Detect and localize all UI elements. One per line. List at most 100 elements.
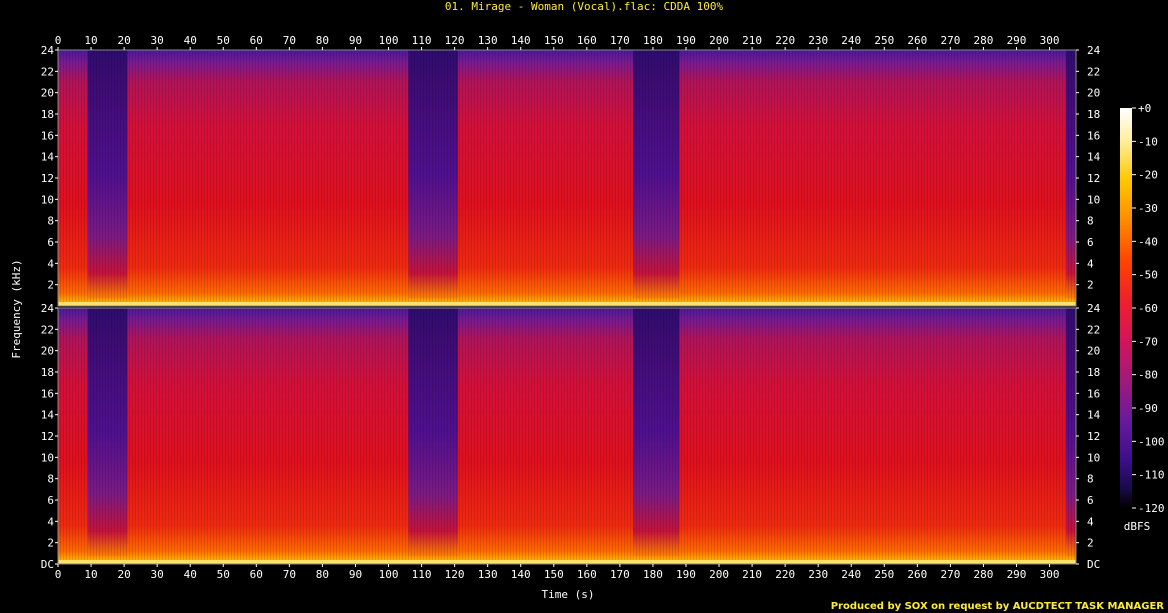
colorbar-tick-label: -20 [1138,169,1158,182]
y-tick-label: 2 [1087,537,1094,550]
y-tick-label: 20 [41,87,54,100]
y-tick-label: 18 [1087,108,1100,121]
x-tick-label: 90 [349,568,362,581]
x-tick-label: 210 [742,568,762,581]
x-axis-label: Time (s) [542,588,595,601]
x-tick-label: 180 [643,568,663,581]
x-tick-label: 260 [907,568,927,581]
y-tick-label: 18 [41,108,54,121]
y-tick-label: 24 [41,302,55,315]
y-tick-label: 24 [1087,44,1101,57]
chart-title: 01. Mirage - Woman (Vocal).flac: CDDA 10… [445,0,724,13]
x-tick-label: 240 [841,34,861,47]
y-tick-label: 6 [47,494,54,507]
y-tick-label: DC [41,558,54,571]
colorbar-tick-label: -90 [1138,402,1158,415]
y-tick-label: 22 [41,65,54,78]
y-tick-label: 24 [1087,302,1101,315]
x-tick-label: 0 [55,34,62,47]
x-tick-label: 20 [117,34,130,47]
colorbar: +0 -10 -20 -30 -40 -50 -60 -70 -80 -90 -100 -110 -12… [1120,102,1165,533]
y-tick-label: 4 [1087,515,1094,528]
x-tick-label: 140 [511,34,531,47]
x-tick-label: 100 [379,34,399,47]
y-tick-label: 16 [1087,387,1100,400]
x-tick-label: 110 [412,34,432,47]
y-tick-label: 24 [41,44,55,57]
y-axis-label: Frequency (kHz) [10,259,23,358]
y-tick-label: 4 [47,257,54,270]
x-tick-label: 20 [117,568,130,581]
x-tick-label: 100 [379,568,399,581]
x-tick-label: 90 [349,34,362,47]
x-tick-label: 40 [184,34,197,47]
colorbar-ticks: +0 -10 -20 -30 -40 -50 -60 -70 -80 -90 -100 -110 -12… [1132,102,1165,515]
x-tick-label: 270 [940,34,960,47]
x-tick-label: 10 [84,34,97,47]
y-tick-label: 14 [1087,151,1101,164]
x-tick-label: 240 [841,568,861,581]
x-tick-label: 290 [1007,34,1027,47]
x-tick-label: 300 [1040,568,1060,581]
y-tick-label: 14 [41,409,55,422]
y-tick-label: 20 [1087,87,1100,100]
y-tick-label: 22 [41,323,54,336]
y-tick-label: 16 [1087,129,1100,142]
x-axis-top: 0 10 20 30 40 50 60 70 80 90 100 110 120 130 140 150 160… [55,34,1059,50]
y-tick-label: 2 [47,537,54,550]
x-tick-label: 250 [874,34,894,47]
colorbar-tick-label: +0 [1138,102,1151,115]
x-tick-label: 80 [316,34,329,47]
x-tick-label: 270 [940,568,960,581]
colorbar-tick-label: -120 [1138,502,1165,515]
y-tick-label: 4 [1087,257,1094,270]
y-tick-label: 8 [1087,215,1094,228]
x-tick-label: 40 [184,568,197,581]
x-tick-label: 10 [84,568,97,581]
y-tick-label: 8 [1087,473,1094,486]
x-tick-label: 50 [217,568,230,581]
channel-2-panel [57,307,1077,565]
x-tick-label: 260 [907,34,927,47]
colorbar-tick-label: -50 [1138,269,1158,282]
x-tick-label: 190 [676,568,696,581]
colorbar-tick-label: -10 [1138,135,1158,148]
x-tick-label: 30 [151,34,164,47]
x-tick-label: 70 [283,34,296,47]
colorbar-tick-label: -30 [1138,202,1158,215]
texture [58,50,1076,306]
x-tick-label: 280 [974,34,994,47]
colorbar-gradient [1120,108,1132,508]
y-tick-label: 8 [47,215,54,228]
y-tick-label: 6 [1087,494,1094,507]
colorbar-tick-label: -60 [1138,302,1158,315]
x-axis-bottom: 0 10 20 30 40 50 60 70 80 90 100 110 120 130 140 150 160… [55,564,1060,581]
y-tick-label: DC [1087,558,1100,571]
x-tick-label: 160 [577,34,597,47]
low-band [58,302,1076,306]
colorbar-tick-label: -100 [1138,435,1165,448]
spectrogram-panels [57,49,1077,565]
y-tick-label: 12 [41,430,54,443]
x-tick-label: 170 [610,34,630,47]
x-tick-label: 230 [808,34,828,47]
colorbar-tick-label: -70 [1138,335,1158,348]
y-tick-label: 8 [47,473,54,486]
x-tick-label: 50 [217,34,230,47]
x-tick-label: 120 [445,34,465,47]
x-tick-label: 290 [1007,568,1027,581]
x-tick-label: 160 [577,568,597,581]
x-tick-label: 110 [412,568,432,581]
y-tick-label: 18 [41,366,54,379]
y-tick-label: 14 [1087,409,1101,422]
y-tick-label: 16 [41,387,54,400]
y-tick-label: 6 [47,236,54,249]
y-tick-label: 22 [1087,65,1100,78]
y-tick-label: 18 [1087,366,1100,379]
x-tick-label: 220 [775,568,795,581]
y-tick-label: 2 [1087,279,1094,292]
colorbar-tick-label: -40 [1138,235,1158,248]
y-tick-label: 10 [1087,193,1100,206]
y-tick-label: 10 [41,451,54,464]
